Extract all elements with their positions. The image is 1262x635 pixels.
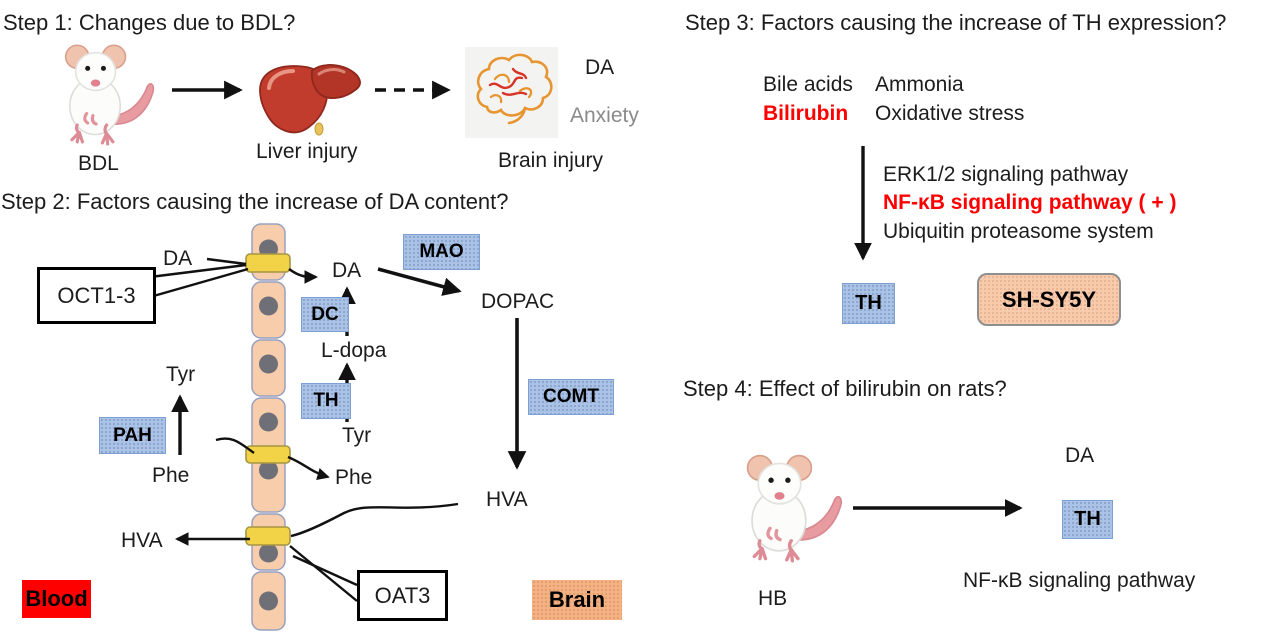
- callout-oct-line-2: [149, 267, 249, 299]
- line-da-blood-to-transporter: [206, 257, 247, 266]
- step2-da-brain: DA: [332, 259, 362, 282]
- arrow-da-to-dopac-mao: [377, 267, 462, 296]
- callout-oat-line-1: [292, 554, 358, 587]
- step1-brain-label: Brain injury: [498, 149, 604, 172]
- step2-enzyme-th: TH: [301, 383, 351, 419]
- step4-mouse-label: HB: [758, 587, 788, 610]
- step2-heading: Step 2: Factors causing the increase of …: [1, 189, 509, 214]
- step3-pathway-ubiquitin: Ubiquitin proteasome system: [883, 220, 1154, 243]
- step4-heading: Step 4: Effect of bilirubin on rats?: [683, 376, 1007, 401]
- step2-hva-blood: HVA: [121, 529, 163, 552]
- step2-tyr-blood: Tyr: [166, 363, 196, 386]
- callout-oat-line-2: [289, 545, 358, 602]
- arrow-transporter-to-phe-brain: [287, 455, 330, 480]
- step2-compartment-blood: Blood: [22, 580, 91, 618]
- arrow-transporter-to-da-brain: [288, 267, 319, 284]
- step2-oat3-callout: OAT3: [357, 570, 448, 621]
- step2-da-blood: DA: [163, 247, 193, 270]
- line-phe-blood-to-transporter: [215, 437, 255, 454]
- step3-sh-sy5y-box: SH-SY5Y: [977, 273, 1121, 326]
- step2-hva-brain: HVA: [486, 488, 528, 511]
- step3-factor-bile-acids: Bile acids: [763, 73, 853, 96]
- transporter-oct1-3: [245, 253, 291, 273]
- step1-mouse-label: BDL: [78, 152, 119, 175]
- step2-enzyme-pah: PAH: [99, 417, 166, 454]
- step2-oct1-3-callout: OCT1-3: [37, 267, 156, 324]
- line-hva-brain-to-transporter: [290, 502, 459, 538]
- step2-dopac: DOPAC: [481, 290, 555, 313]
- mouse-icon: [745, 453, 843, 563]
- step4-outcome-da: DA: [1065, 444, 1095, 467]
- step3-heading: Step 3: Factors causing the increase of …: [685, 10, 1227, 35]
- cell-nuclei: [259, 239, 278, 611]
- step2-phe-blood: Phe: [152, 464, 190, 487]
- step3-factor-bilirubin: Bilirubin: [763, 102, 849, 125]
- step2-tyr-brain: Tyr: [342, 424, 372, 447]
- step3-pathway-nfkb: NF-κB signaling pathway ( + ): [883, 191, 1177, 214]
- step3-factor-oxidative-stress: Oxidative stress: [875, 102, 1025, 125]
- transporter-phe: [245, 445, 291, 464]
- step2-enzyme-mao: MAO: [403, 234, 480, 270]
- step4-th-box: TH: [1062, 500, 1113, 539]
- liver-icon: [258, 63, 362, 137]
- step3-th-box: TH: [842, 283, 895, 324]
- callout-oct-line-1: [149, 263, 247, 279]
- transporter-oat3: [245, 526, 291, 546]
- brain-icon: [463, 45, 560, 140]
- step2-compartment-brain: Brain: [532, 580, 622, 620]
- step4-pathway-nfkb: NF-κB signaling pathway: [963, 569, 1196, 592]
- step2-ldopa: L-dopa: [321, 339, 387, 362]
- step2-enzyme-dc: DC: [301, 297, 349, 332]
- membrane-column: [245, 223, 291, 631]
- mouse-icon: [64, 43, 155, 146]
- step1-outcome-da: DA: [585, 56, 615, 79]
- step1-heading: Step 1: Changes due to BDL?: [3, 10, 296, 35]
- step2-enzyme-comt: COMT: [528, 379, 614, 415]
- step2-phe-brain: Phe: [335, 466, 373, 489]
- step3-pathway-erk: ERK1/2 signaling pathway: [883, 163, 1129, 186]
- step1-liver-label: Liver injury: [256, 140, 358, 163]
- step3-factor-ammonia: Ammonia: [875, 73, 964, 96]
- step1-outcome-anxiety: Anxiety: [570, 104, 639, 127]
